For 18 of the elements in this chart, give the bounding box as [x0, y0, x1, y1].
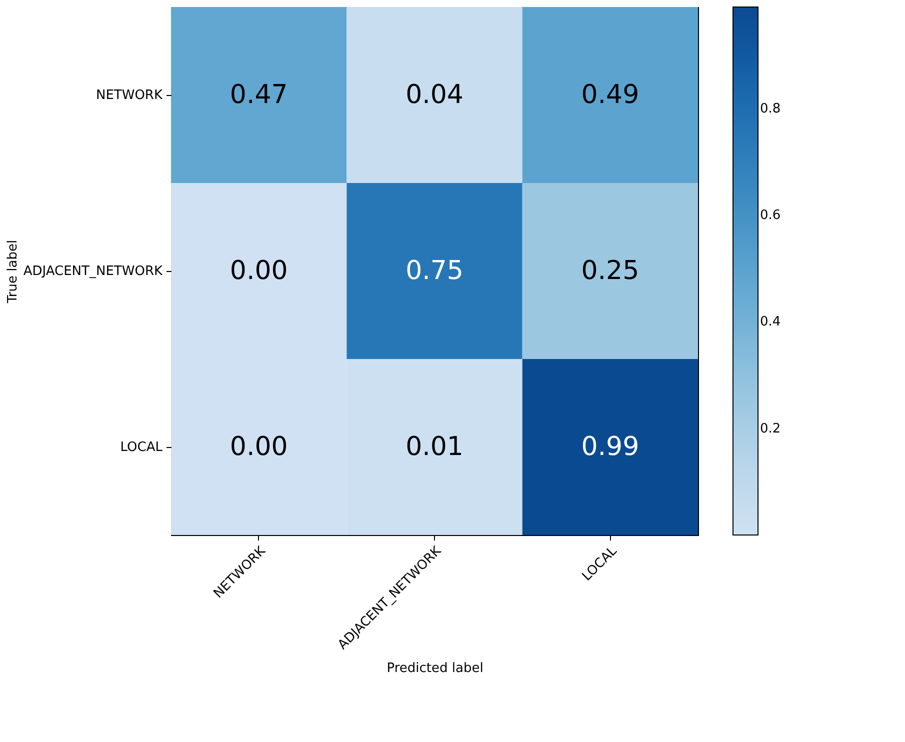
y-tick-label: ADJACENT_NETWORK [23, 264, 163, 279]
data-label: 0.99 [581, 432, 640, 462]
data-label: 0.04 [406, 80, 464, 110]
data-label: 0.01 [406, 432, 464, 462]
color-bar-label: 0.4 [760, 314, 781, 330]
data-label: 0.25 [581, 256, 640, 286]
data-label: 0.00 [230, 432, 288, 462]
data-label: 0.00 [230, 256, 288, 286]
x-axis-title: Predicted label [386, 661, 484, 676]
y-tick-label: LOCAL [120, 440, 164, 455]
y-axis-title: True label [5, 240, 20, 304]
color-bar-label: 0.2 [760, 421, 781, 436]
data-label: 0.75 [406, 256, 464, 286]
y-tick-label: NETWORK [96, 88, 163, 103]
data-label: 0.47 [230, 80, 288, 110]
color-bar-label: 0.6 [760, 208, 781, 223]
color-bar-label: 0.8 [760, 101, 781, 116]
data-label: 0.49 [581, 80, 640, 110]
